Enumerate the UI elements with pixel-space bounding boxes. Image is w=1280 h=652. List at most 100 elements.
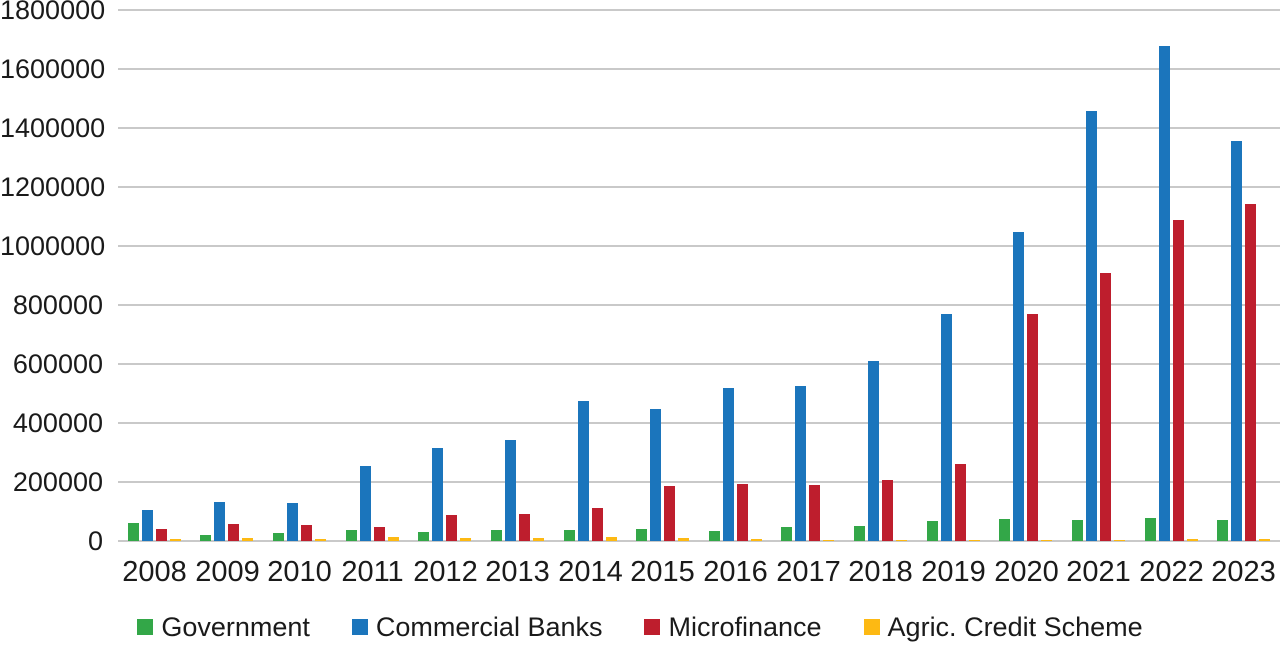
bar-2009-microfinance bbox=[228, 524, 239, 541]
bar-2017-microfinance bbox=[809, 484, 820, 541]
x-axis-tick-2008: 2008 bbox=[122, 556, 187, 588]
bar-2018-government bbox=[854, 526, 865, 541]
legend-item-government: Government bbox=[137, 612, 310, 642]
bar-2010-commercial-banks bbox=[287, 503, 298, 541]
bar-2012-commercial-banks bbox=[432, 448, 443, 541]
bar-2022-microfinance bbox=[1173, 220, 1184, 541]
bar-2012-microfinance bbox=[446, 515, 457, 541]
legend-item-microfinance: Microfinance bbox=[644, 612, 822, 642]
legend-label-microfinance: Microfinance bbox=[668, 612, 822, 642]
y-axis-tick-600000: 600000 bbox=[12, 349, 103, 379]
bar-2009-commercial-banks bbox=[214, 501, 225, 541]
bar-2019-commercial-banks bbox=[941, 313, 952, 541]
x-axis-tick-2019: 2019 bbox=[921, 556, 986, 588]
bar-2008-microfinance bbox=[156, 528, 167, 541]
gridline-1200000 bbox=[118, 186, 1280, 188]
commercial-banks-swatch-icon bbox=[351, 619, 368, 635]
legend-item-commercial-banks: Commercial Banks bbox=[351, 612, 603, 642]
x-axis-tick-2013: 2013 bbox=[485, 556, 550, 588]
bar-2011-government bbox=[346, 529, 357, 541]
gridline-1800000 bbox=[118, 9, 1280, 11]
bar-2018-agric-credit-scheme bbox=[896, 539, 907, 541]
bar-2014-microfinance bbox=[592, 507, 603, 541]
x-axis-tick-2023: 2023 bbox=[1211, 556, 1276, 588]
bar-2018-commercial-banks bbox=[868, 361, 879, 541]
y-axis-tick-800000: 800000 bbox=[12, 290, 103, 320]
gridline-1000000 bbox=[118, 245, 1280, 247]
bar-2012-government bbox=[418, 531, 429, 541]
bar-2010-microfinance bbox=[301, 525, 312, 541]
y-axis-tick-400000: 400000 bbox=[12, 408, 103, 438]
y-axis-tick-1000000: 1000000 bbox=[0, 231, 106, 261]
gridline-400000 bbox=[118, 422, 1280, 424]
bar-2016-agric-credit-scheme bbox=[751, 538, 762, 541]
bar-2019-government bbox=[927, 520, 938, 541]
bar-2019-agric-credit-scheme bbox=[969, 539, 980, 541]
x-axis-tick-2021: 2021 bbox=[1066, 556, 1131, 588]
bar-2018-microfinance bbox=[882, 480, 893, 541]
legend-label-commercial-banks: Commercial Banks bbox=[375, 612, 603, 642]
bar-2014-government bbox=[564, 530, 575, 541]
bar-2023-government bbox=[1217, 519, 1228, 541]
bar-2021-commercial-banks bbox=[1086, 110, 1097, 541]
x-axis-tick-2022: 2022 bbox=[1139, 556, 1204, 588]
chart-legend: Government Commercial Banks Microfinance… bbox=[0, 612, 1280, 642]
x-axis-tick-2020: 2020 bbox=[994, 556, 1059, 588]
bar-2020-government bbox=[999, 519, 1010, 541]
bar-2020-agric-credit-scheme bbox=[1041, 539, 1052, 541]
gridline-800000 bbox=[118, 304, 1280, 306]
bar-2013-commercial-banks bbox=[505, 439, 516, 541]
bar-2008-commercial-banks bbox=[142, 509, 153, 541]
microfinance-swatch-icon bbox=[644, 619, 661, 635]
legend-item-agric-credit-scheme: Agric. Credit Scheme bbox=[863, 612, 1143, 642]
bar-2019-microfinance bbox=[955, 463, 966, 541]
bar-2015-government bbox=[636, 528, 647, 541]
gridline-200000 bbox=[118, 481, 1280, 483]
y-axis-tick-1600000: 1600000 bbox=[0, 54, 106, 84]
plot-area: 0 200000 400000 600000 800000 1000000 1200000 1… bbox=[0, 0, 1280, 588]
gridline-1600000 bbox=[118, 68, 1280, 70]
bar-2011-microfinance bbox=[374, 527, 385, 541]
bar-2023-microfinance bbox=[1245, 203, 1256, 541]
x-axis-tick-2015: 2015 bbox=[630, 556, 695, 588]
bar-2016-microfinance bbox=[737, 483, 748, 541]
bar-2022-agric-credit-scheme bbox=[1187, 538, 1198, 541]
bar-2013-microfinance bbox=[519, 513, 530, 541]
bar-2008-agric-credit-scheme bbox=[170, 539, 181, 541]
x-axis-tick-2014: 2014 bbox=[558, 556, 623, 588]
y-axis-tick-1800000: 1800000 bbox=[0, 0, 106, 25]
bar-2015-commercial-banks bbox=[650, 409, 661, 541]
bar-2022-government bbox=[1145, 517, 1156, 541]
bar-2011-commercial-banks bbox=[360, 466, 371, 541]
bar-2017-commercial-banks bbox=[795, 386, 806, 541]
y-axis-tick-200000: 200000 bbox=[12, 467, 103, 497]
bar-2016-government bbox=[709, 530, 720, 541]
bar-2023-agric-credit-scheme bbox=[1259, 538, 1270, 541]
x-axis-tick-2012: 2012 bbox=[413, 556, 478, 588]
bar-2023-commercial-banks bbox=[1231, 140, 1242, 541]
x-axis-tick-2009: 2009 bbox=[195, 556, 260, 588]
x-axis-tick-2011: 2011 bbox=[341, 556, 404, 588]
bar-2010-agric-credit-scheme bbox=[315, 538, 326, 541]
x-axis-tick-2010: 2010 bbox=[267, 556, 332, 588]
bar-2017-agric-credit-scheme bbox=[823, 539, 834, 541]
bar-2021-government bbox=[1072, 520, 1083, 541]
bar-2015-microfinance bbox=[664, 486, 675, 541]
bar-2021-microfinance bbox=[1100, 273, 1111, 541]
gridline-1400000 bbox=[118, 127, 1280, 129]
bar-2013-government bbox=[491, 529, 502, 541]
bar-2022-commercial-banks bbox=[1159, 45, 1170, 541]
x-axis-tick-2018: 2018 bbox=[848, 556, 913, 588]
bar-2012-agric-credit-scheme bbox=[460, 538, 471, 541]
bar-2015-agric-credit-scheme bbox=[678, 538, 689, 541]
bar-2020-commercial-banks bbox=[1013, 231, 1024, 541]
bar-2008-government bbox=[128, 522, 139, 541]
y-axis-tick-1400000: 1400000 bbox=[0, 113, 106, 143]
bar-2009-agric-credit-scheme bbox=[242, 538, 253, 541]
bar-2016-commercial-banks bbox=[723, 387, 734, 541]
agric-credit-scheme-swatch-icon bbox=[863, 619, 880, 635]
bar-2010-government bbox=[273, 533, 284, 541]
bar-2013-agric-credit-scheme bbox=[533, 538, 544, 541]
y-axis-tick-1200000: 1200000 bbox=[0, 172, 106, 202]
bar-2020-microfinance bbox=[1027, 313, 1038, 541]
